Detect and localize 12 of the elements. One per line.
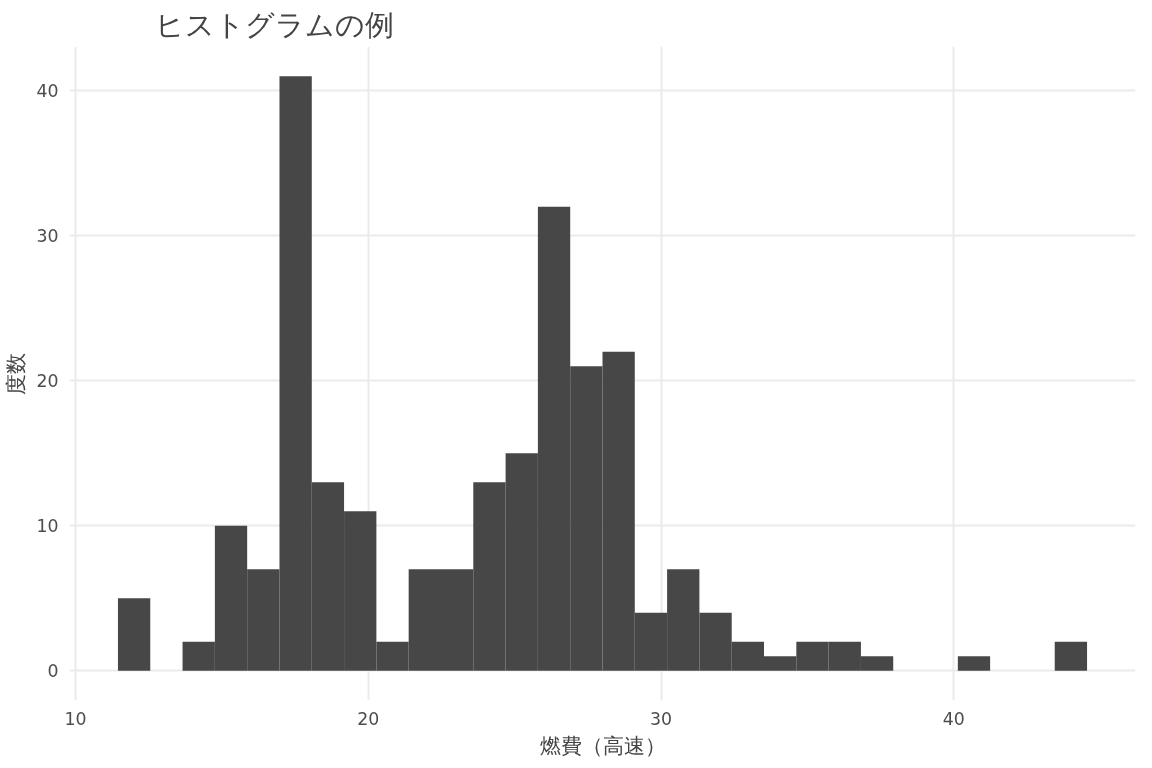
y-tick-label: 0: [47, 661, 59, 682]
y-axis-title: 度数: [3, 352, 29, 395]
x-tick-label: 30: [650, 708, 673, 729]
y-tick-label: 20: [36, 371, 59, 392]
y-tick-label: 10: [36, 516, 59, 537]
y-tick-label: 30: [36, 226, 59, 247]
chart-title: ヒストグラムの例: [154, 7, 394, 42]
x-tick-label: 20: [357, 708, 380, 729]
x-tick-label: 10: [64, 708, 87, 729]
x-axis-title: 燃費（高速）: [539, 732, 666, 758]
x-tick-label: 40: [942, 708, 965, 729]
y-tick-label: 40: [36, 81, 59, 102]
